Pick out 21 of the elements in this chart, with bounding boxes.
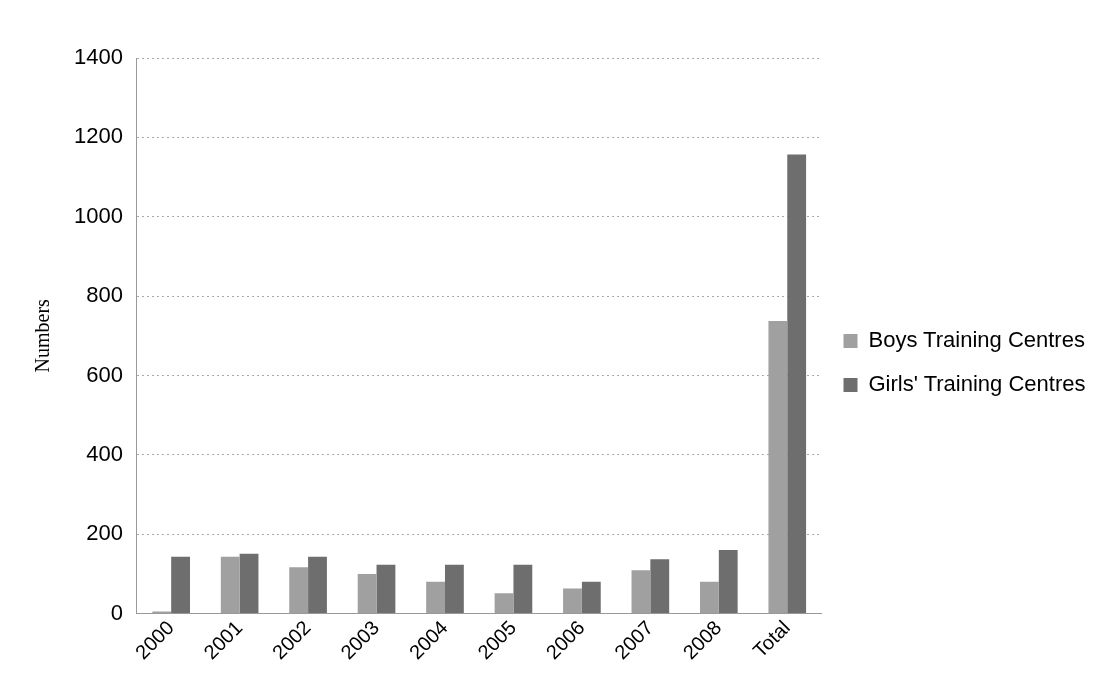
y-tick-label: 0 [110, 599, 123, 625]
bar [650, 559, 670, 614]
y-tick-label: 200 [86, 520, 123, 546]
bar [787, 154, 807, 614]
y-axis-title: Numbers [31, 298, 54, 373]
bar [718, 550, 738, 614]
bar [581, 581, 601, 614]
bar [239, 553, 259, 614]
y-tick-label: 1000 [73, 202, 123, 228]
y-tick-label: 1400 [73, 44, 123, 70]
bar [171, 556, 190, 614]
legend-label: Boys Training Centres [868, 327, 1085, 353]
y-tick-label: 400 [86, 440, 123, 466]
bar [376, 564, 396, 614]
bar [308, 556, 327, 614]
bar [513, 564, 533, 614]
y-tick-label: 600 [86, 361, 123, 387]
legend-label: Girls' Training Centres [868, 371, 1086, 397]
y-tick-label: 1200 [73, 123, 123, 149]
bar [444, 564, 464, 614]
y-tick-label: 800 [86, 282, 123, 308]
